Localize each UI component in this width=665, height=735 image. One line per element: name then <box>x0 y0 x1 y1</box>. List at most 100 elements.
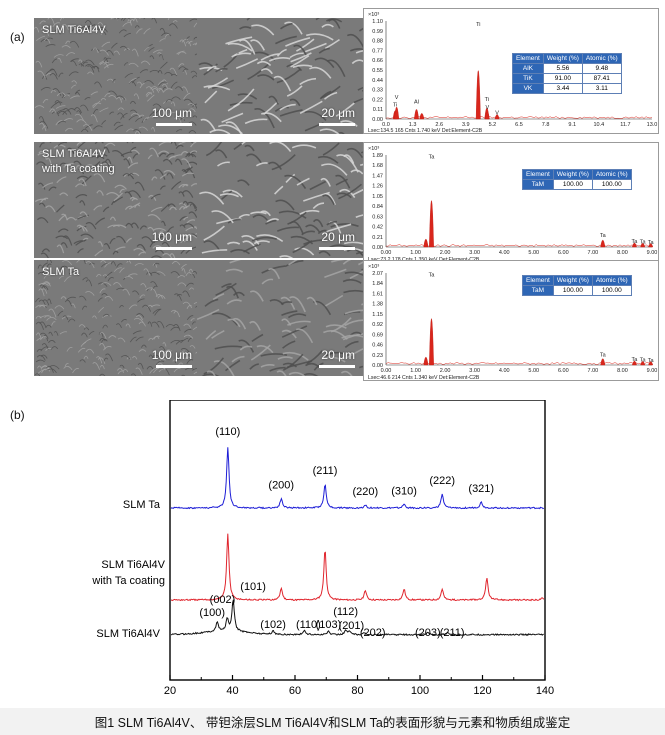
sem-grain <box>89 262 95 265</box>
sem-grain <box>295 328 314 344</box>
sem-grain <box>181 38 189 43</box>
sem-grain <box>189 203 196 210</box>
sem-grain <box>44 37 54 41</box>
sem-grain <box>103 57 112 63</box>
sem-grain <box>203 225 225 241</box>
sem-grain <box>160 61 168 69</box>
sem-grain <box>124 276 134 280</box>
sem-grain <box>167 18 170 21</box>
sem-grain <box>183 92 191 100</box>
sem-grain <box>85 348 95 354</box>
sem-grain <box>48 308 57 318</box>
plot-frame <box>169 400 546 681</box>
sem-grain <box>147 226 155 232</box>
sem-grain <box>96 273 102 278</box>
sem-grain <box>70 95 80 99</box>
sem-grain <box>113 192 123 202</box>
y-tick-label: 0.88 <box>372 39 383 45</box>
sem-grain <box>81 128 89 133</box>
sem-grain <box>219 193 239 198</box>
table-cell: TaM <box>522 179 554 190</box>
sem-grain <box>268 95 279 105</box>
sem-grain <box>135 117 143 122</box>
sem-grain <box>279 103 296 111</box>
sem-grain <box>126 128 135 133</box>
spectrum-peak <box>484 111 490 120</box>
sem-grain <box>85 59 95 66</box>
sem-grain <box>140 60 151 66</box>
sem-grain <box>75 164 81 171</box>
table-row: AlK 5.56 9.48 <box>512 63 622 74</box>
sem-grain <box>101 161 112 172</box>
peak-label: Ta <box>640 358 647 364</box>
sem-grain <box>90 91 98 96</box>
sem-grain <box>187 201 198 209</box>
sem-grain <box>117 337 126 343</box>
sem-grain <box>167 203 176 208</box>
sem-grain <box>47 18 55 26</box>
sem-grain <box>281 318 292 326</box>
sem-grain <box>63 118 74 122</box>
sem-grain <box>151 176 158 181</box>
sem-grain <box>56 92 66 97</box>
sem-grain <box>174 115 185 120</box>
sem-grain <box>353 97 363 104</box>
sem-grain <box>132 356 138 360</box>
sem-grain <box>225 121 242 134</box>
sem-grain <box>306 350 323 365</box>
peak-index-label: (112) <box>333 606 358 618</box>
sem-grain <box>74 107 82 114</box>
sem-grain <box>120 112 128 120</box>
x-tick-label: 1.00 <box>410 250 421 256</box>
sem-grain <box>61 213 68 221</box>
x-tick-label: 4.00 <box>499 368 510 374</box>
sem-grain <box>285 173 296 183</box>
sem-grain <box>120 355 131 360</box>
sem-grain <box>276 370 287 376</box>
peak-index-label: (103) <box>316 619 342 631</box>
sem-grain <box>75 194 88 199</box>
sem-grain <box>335 102 355 117</box>
sem-grain <box>80 260 86 265</box>
sem-grain <box>164 349 173 354</box>
sem-grain <box>110 261 116 266</box>
sem-grain <box>359 27 363 32</box>
sem-grain <box>182 190 194 198</box>
sem-grain <box>296 38 315 52</box>
sem-grain <box>170 73 178 77</box>
caption-band <box>0 708 665 735</box>
sem-grain <box>181 268 186 274</box>
sem-grain <box>134 130 141 134</box>
xrd-trace <box>170 533 545 602</box>
sem-grain <box>148 194 157 201</box>
table-cell: 87.41 <box>581 73 622 84</box>
sem-grain <box>178 183 188 189</box>
sem-grain <box>170 180 182 190</box>
sem-grain <box>150 304 160 308</box>
sem-grain <box>122 22 132 27</box>
sem-grain <box>284 174 307 190</box>
sem-grain <box>120 18 124 21</box>
sem-grain <box>144 46 150 52</box>
sem-grain <box>85 64 95 69</box>
table-header-cell: Element <box>512 53 544 64</box>
sem-grain <box>40 354 48 359</box>
sem-grain <box>135 367 143 375</box>
sem-grain <box>76 142 83 146</box>
sem-grain <box>53 144 66 149</box>
sem-grain <box>126 260 132 264</box>
sem-grain <box>145 86 155 93</box>
sem-grain <box>169 23 178 29</box>
sem-grain <box>143 28 151 35</box>
sem-grain <box>129 196 136 200</box>
sem-grain <box>225 285 239 299</box>
sem-grain <box>79 359 86 363</box>
sem-grain <box>89 26 97 31</box>
sem-grain <box>139 69 149 74</box>
sem-grain <box>133 93 140 100</box>
sem-grain <box>178 63 185 68</box>
sem-grain <box>40 39 48 43</box>
sem-grain <box>113 267 122 272</box>
sem-grain <box>127 273 138 277</box>
